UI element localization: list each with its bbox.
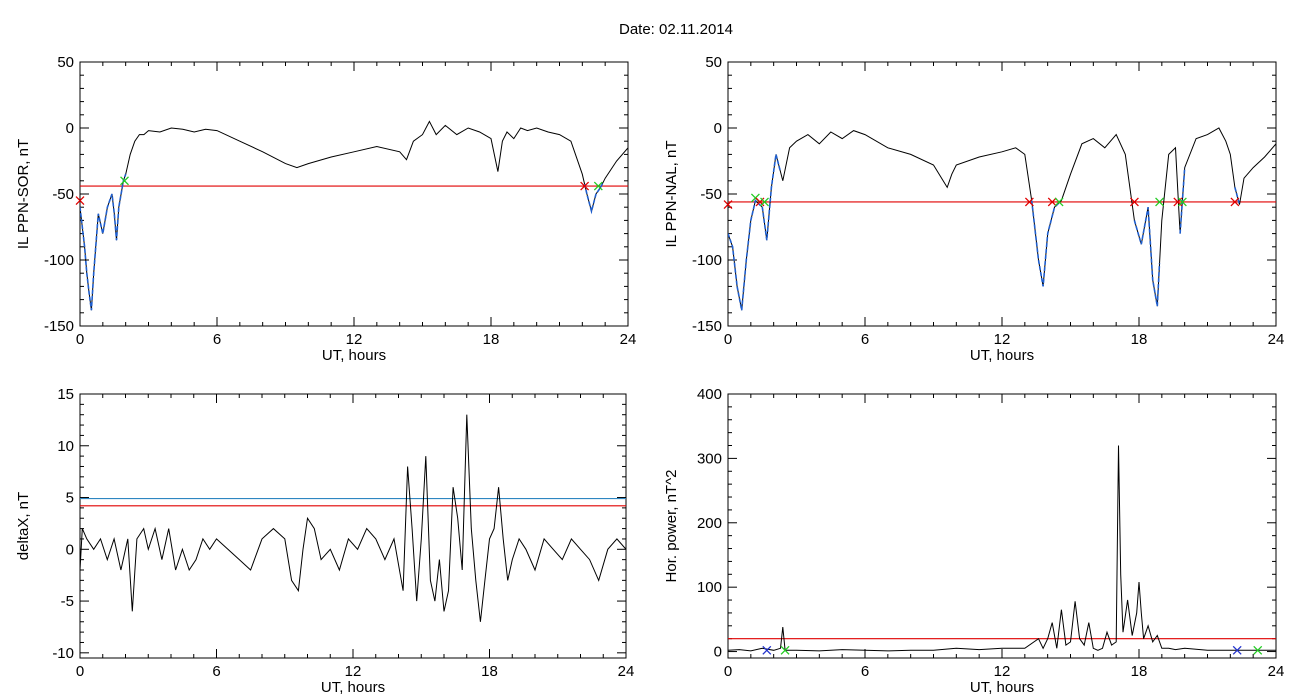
x-tick-label: 24 <box>620 331 637 348</box>
highlighted-segment <box>80 173 127 311</box>
marker-green <box>120 176 129 186</box>
x-axis-label: UT, hours <box>970 679 1034 696</box>
panel-il-ppn-nal: 0 6 12 18 24 -150 -100 -50 0 50 UT, hours IL PPN-NA… <box>663 54 1284 364</box>
x-tick-label: 12 <box>345 663 362 680</box>
highlighted-segment <box>1030 200 1060 287</box>
marker-green <box>593 181 603 191</box>
signal-line <box>80 414 626 622</box>
panel-deltax: 0 6 12 18 24 -10 -5 0 5 10 15 UT, hours deltaX, nT <box>15 386 634 696</box>
x-tick-label: 18 <box>1131 331 1148 348</box>
y-tick-label: -100 <box>692 252 722 269</box>
signal-line <box>80 120 628 311</box>
marker-blue <box>1232 645 1242 655</box>
marker-red <box>1230 197 1240 207</box>
x-tick-label: 0 <box>724 663 732 680</box>
y-tick-label: 400 <box>697 386 722 403</box>
marker-red <box>75 196 85 206</box>
x-axis-label: UT, hours <box>970 347 1034 364</box>
highlighted-segment <box>1133 207 1161 307</box>
marker-green <box>760 197 769 207</box>
y-tick-label: -150 <box>44 318 74 335</box>
x-tick-label: 12 <box>346 331 363 348</box>
y-tick-label: 5 <box>66 490 74 507</box>
x-axis-label: UT, hours <box>322 347 386 364</box>
plot-data <box>80 120 628 311</box>
marker-green <box>780 645 790 655</box>
marker-red <box>723 200 733 210</box>
x-tick-label: 24 <box>1268 663 1285 680</box>
plot-frame <box>727 61 1277 327</box>
y-axis-label: IL PPN-SOR, nT <box>15 139 32 249</box>
y-tick-label: 50 <box>57 54 74 71</box>
x-tick-label: 6 <box>861 663 869 680</box>
x-tick-label: 24 <box>618 663 635 680</box>
y-tick-label: 0 <box>714 644 722 661</box>
panel-il-ppn-sor: 0 6 12 18 24 -150 -100 -50 0 50 UT, hours IL PPN-SO… <box>15 54 636 364</box>
plot-data <box>728 445 1276 652</box>
x-tick-label: 18 <box>481 663 498 680</box>
marker-green <box>1253 645 1263 655</box>
y-tick-label: -5 <box>61 593 74 610</box>
x-tick-label: 6 <box>213 331 221 348</box>
x-tick-label: 0 <box>724 331 732 348</box>
y-tick-label: -150 <box>692 318 722 335</box>
y-tick-label: 300 <box>697 450 722 467</box>
marker-red <box>1129 197 1139 207</box>
x-tick-label: 18 <box>1131 663 1148 680</box>
y-tick-label: 100 <box>697 579 722 596</box>
marker-green <box>1177 197 1187 207</box>
y-tick-label: 15 <box>57 386 74 403</box>
y-tick-label: -50 <box>52 186 74 203</box>
y-tick-label: 50 <box>705 54 722 71</box>
x-tick-label: 0 <box>76 663 84 680</box>
x-tick-label: 0 <box>76 331 84 348</box>
highlighted-segment <box>1179 167 1186 234</box>
y-tick-label: 200 <box>697 515 722 532</box>
x-tick-label: 6 <box>212 663 220 680</box>
y-tick-label: 0 <box>66 541 74 558</box>
panel-hor-power: 0 6 12 18 24 0 100 200 300 400 UT, hours Hor. power… <box>663 386 1284 696</box>
signal-line <box>728 445 1276 652</box>
marker-red <box>1024 197 1034 207</box>
signal-line <box>728 127 1276 311</box>
y-tick-label: 0 <box>714 120 722 137</box>
marker-red <box>580 181 590 191</box>
y-tick-label: 0 <box>66 120 74 137</box>
x-tick-label: 18 <box>483 331 500 348</box>
x-axis-label: UT, hours <box>321 679 385 696</box>
x-tick-label: 6 <box>861 331 869 348</box>
x-tick-label: 12 <box>994 331 1011 348</box>
highlighted-segment <box>728 154 782 311</box>
plot-data <box>728 127 1276 311</box>
y-tick-label: -50 <box>700 186 722 203</box>
marker-blue <box>762 645 772 655</box>
plot-frame <box>727 393 1277 659</box>
x-tick-label: 12 <box>994 663 1011 680</box>
plot-frame <box>79 393 627 659</box>
y-tick-label: -10 <box>52 645 74 662</box>
y-axis-label: Hor. power, nT^2 <box>663 470 680 583</box>
plot-data <box>80 414 626 622</box>
y-axis-label: deltaX, nT <box>15 492 32 560</box>
marker-green <box>1054 197 1064 207</box>
plot-frame <box>79 61 629 327</box>
marker-green <box>1155 197 1165 207</box>
highlighted-segment <box>583 182 604 215</box>
x-tick-label: 24 <box>1268 331 1285 348</box>
marker-red <box>1047 197 1057 207</box>
date-label: Date: 02.11.2014 <box>619 21 733 38</box>
y-tick-label: 10 <box>57 438 74 455</box>
highlighted-segment <box>1234 187 1241 205</box>
y-tick-label: -100 <box>44 252 74 269</box>
y-axis-label: IL PPN-NAL, nT <box>663 141 680 248</box>
